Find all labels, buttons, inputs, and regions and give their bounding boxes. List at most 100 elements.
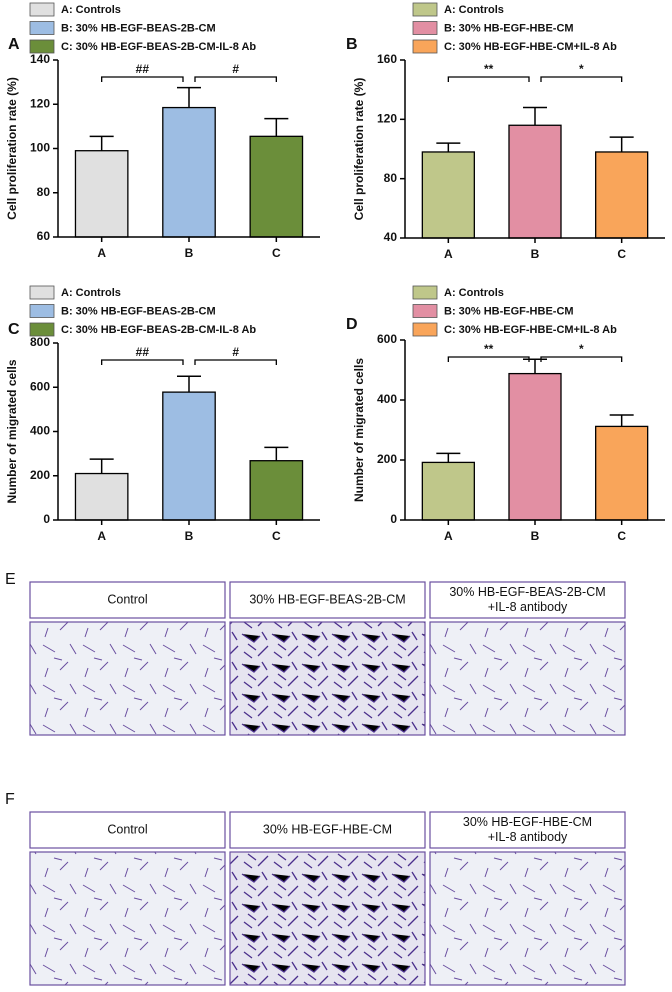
- y-tick-label: 800: [30, 335, 50, 349]
- significance-bracket: [194, 359, 277, 365]
- caption-box: [229, 581, 426, 619]
- micrograph: [29, 621, 226, 736]
- bar: [162, 106, 216, 238]
- y-tick-label: 80: [384, 171, 398, 185]
- significance-bracket: [447, 356, 530, 362]
- x-tick-label: B: [185, 529, 194, 543]
- bar: [508, 124, 562, 239]
- x-tick-label: A: [97, 529, 106, 543]
- legend-label: B: 30% HB-EGF-HBE-CM: [444, 305, 574, 317]
- caption: +IL-8 antibody: [488, 830, 568, 844]
- legend-label: C: 30% HB-EGF-BEAS-2B-CM-IL-8 Ab: [61, 324, 256, 336]
- significance-label: *: [579, 62, 584, 76]
- caption: Control: [107, 822, 147, 836]
- legend-label: B: 30% HB-EGF-HBE-CM: [444, 22, 574, 34]
- bar: [595, 151, 649, 239]
- x-tick-label: C: [617, 529, 626, 543]
- y-tick-label: 600: [30, 379, 50, 393]
- y-axis-label: Cell proliferation rate (%): [5, 77, 19, 220]
- y-tick-label: 0: [43, 512, 50, 526]
- panel-label: F: [5, 791, 15, 808]
- caption-box: [429, 581, 626, 619]
- significance-bracket: [540, 356, 623, 362]
- x-tick-label: C: [272, 529, 281, 543]
- x-tick-label: A: [444, 247, 453, 261]
- y-tick-label: 80: [37, 185, 51, 199]
- micrograph: [229, 851, 426, 986]
- legend-label: A: Controls: [444, 287, 504, 299]
- significance-label: **: [484, 62, 494, 76]
- x-tick-label: B: [531, 247, 540, 261]
- y-tick-label: 120: [377, 112, 397, 126]
- bar: [74, 472, 129, 521]
- bar: [74, 150, 129, 238]
- caption: 30% HB-EGF-HBE-CM: [463, 815, 592, 829]
- legend-label: A: Controls: [444, 4, 504, 16]
- y-tick-label: 60: [37, 229, 51, 243]
- bar: [162, 391, 216, 521]
- y-tick-label: 120: [30, 96, 50, 110]
- significance-label: *: [579, 342, 584, 356]
- significance-label: #: [232, 62, 239, 76]
- bar: [595, 425, 649, 521]
- bar: [421, 151, 475, 239]
- significance-bracket: [540, 76, 623, 82]
- bar: [249, 135, 304, 238]
- x-tick-label: A: [97, 246, 106, 260]
- micrograph: [429, 851, 626, 986]
- legend-label: C: 30% HB-EGF-HBE-CM+IL-8 Ab: [444, 324, 617, 336]
- caption-box: [29, 581, 226, 619]
- caption: 30% HB-EGF-HBE-CM: [263, 822, 392, 836]
- y-tick-label: 400: [377, 392, 397, 406]
- y-tick-label: 600: [377, 332, 397, 346]
- legend-swatch: [29, 322, 55, 337]
- bar: [249, 460, 304, 521]
- x-tick-label: B: [185, 246, 194, 260]
- y-tick-label: 40: [384, 230, 398, 244]
- y-tick-label: 400: [30, 424, 50, 438]
- significance-bracket: [101, 359, 184, 365]
- x-tick-label: C: [272, 246, 281, 260]
- x-tick-label: B: [531, 529, 540, 543]
- legend-label: A: Controls: [61, 287, 121, 299]
- micrograph: [429, 621, 626, 736]
- legend-label: B: 30% HB-EGF-BEAS-2B-CM: [61, 305, 216, 317]
- caption-box: [229, 811, 426, 849]
- legend-label: B: 30% HB-EGF-BEAS-2B-CM: [61, 22, 216, 34]
- legend-swatch: [412, 322, 438, 337]
- caption-box: [429, 811, 626, 849]
- legend-swatch: [412, 2, 438, 17]
- significance-label: ##: [136, 345, 150, 359]
- y-axis-label: Cell proliferation rate (%): [352, 78, 366, 221]
- y-tick-label: 100: [30, 141, 50, 155]
- caption-box: [29, 811, 226, 849]
- y-axis-label: Number of migrated cells: [352, 358, 366, 502]
- significance-bracket: [101, 76, 184, 82]
- legend-swatch: [412, 304, 438, 318]
- significance-label: **: [484, 342, 494, 356]
- legend-label: C: 30% HB-EGF-HBE-CM+IL-8 Ab: [444, 41, 617, 53]
- panel-label: C: [8, 321, 20, 338]
- caption: Control: [107, 592, 147, 606]
- legend-swatch: [29, 304, 55, 318]
- caption: 30% HB-EGF-BEAS-2B-CM: [249, 592, 405, 606]
- y-tick-label: 200: [377, 452, 397, 466]
- bar: [508, 372, 562, 521]
- y-axis-label: Number of migrated cells: [5, 359, 19, 503]
- y-tick-label: 200: [30, 468, 50, 482]
- panel-label: D: [346, 316, 358, 333]
- legend-swatch: [29, 21, 55, 35]
- bar: [421, 461, 475, 521]
- significance-bracket: [194, 76, 277, 82]
- x-tick-label: C: [617, 247, 626, 261]
- caption: 30% HB-EGF-BEAS-2B-CM: [449, 585, 605, 599]
- legend-swatch: [29, 39, 55, 54]
- caption: +IL-8 antibody: [488, 600, 568, 614]
- micrograph: [229, 621, 426, 736]
- legend-swatch: [412, 39, 438, 54]
- legend-label: C: 30% HB-EGF-BEAS-2B-CM-IL-8 Ab: [61, 41, 256, 53]
- legend-swatch: [412, 21, 438, 35]
- x-tick-label: A: [444, 529, 453, 543]
- panel-label: B: [346, 36, 358, 53]
